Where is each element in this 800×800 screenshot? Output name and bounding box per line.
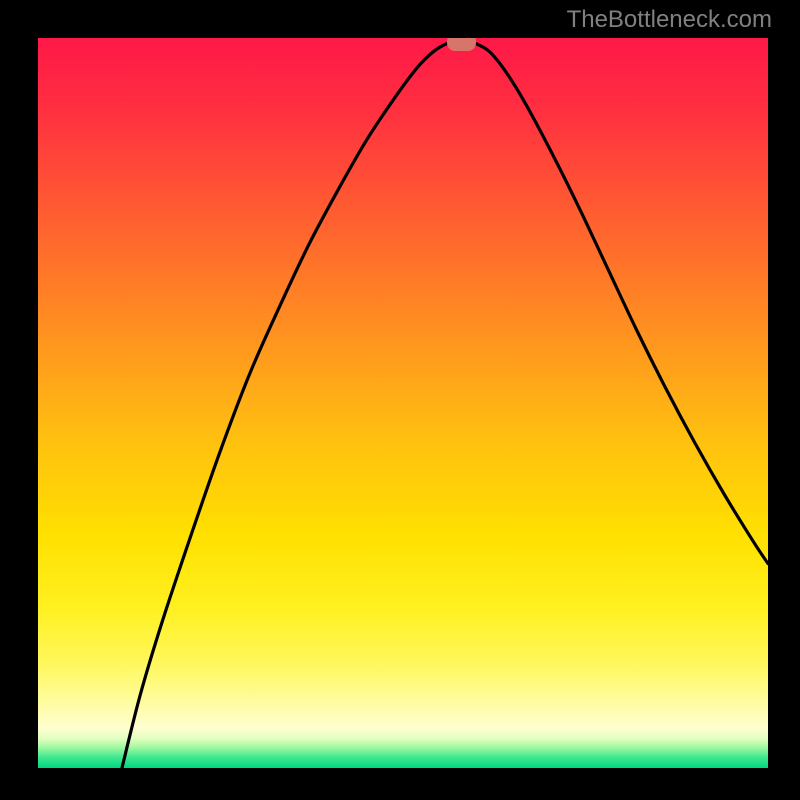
gradient-background bbox=[38, 38, 768, 768]
plot-area bbox=[38, 38, 768, 768]
watermark-text: TheBottleneck.com bbox=[567, 6, 772, 34]
optimal-marker bbox=[447, 38, 476, 51]
chart-container: TheBottleneck.com bbox=[0, 0, 800, 800]
